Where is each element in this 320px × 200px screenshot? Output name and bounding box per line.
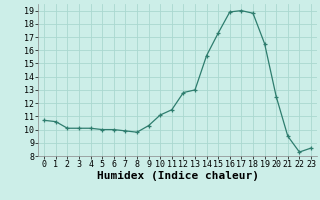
X-axis label: Humidex (Indice chaleur): Humidex (Indice chaleur) [97, 171, 259, 181]
